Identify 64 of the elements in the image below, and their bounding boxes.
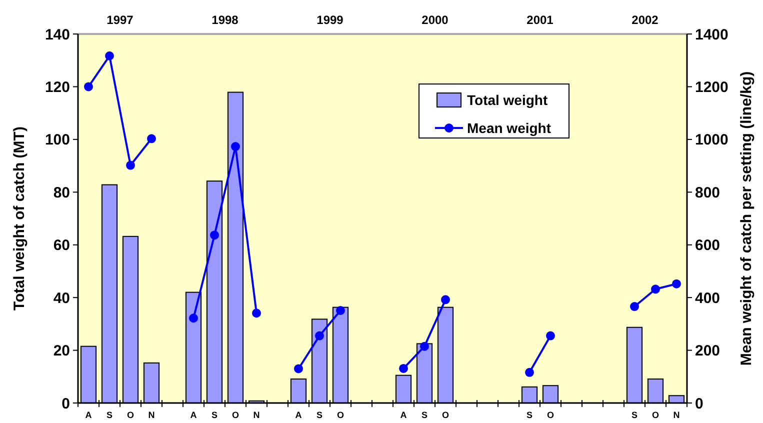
y2-tick-label: 0 [695, 395, 704, 412]
text: 2002 [632, 13, 659, 27]
text: 1999 [316, 13, 344, 27]
point [294, 364, 303, 374]
y2-tick-label: 1000 [695, 132, 728, 149]
x-tick-label: O [126, 410, 134, 420]
text: 1998 [212, 13, 239, 27]
x-tick-label: S [526, 410, 533, 420]
point [210, 230, 219, 240]
y-tick-label: 120 [44, 78, 70, 96]
y-tick-label: 20 [53, 342, 70, 360]
point [441, 295, 450, 304]
x-tick-label: A [295, 410, 302, 420]
x-tick-label: S [631, 410, 638, 420]
y-tick-label: 0 [62, 395, 70, 412]
point [399, 364, 408, 373]
legend-label: Mean weight [467, 120, 552, 136]
legend-label: Total weight [467, 92, 548, 108]
x-tick-label: A [190, 410, 198, 420]
x-tick-label: S [316, 410, 323, 420]
y-tick-label: 40 [53, 290, 70, 307]
y2-axis-title: Mean weight of catch per setting (line/kg) [738, 71, 755, 366]
x-tick-label: N [148, 410, 155, 420]
x-tick-label: O [336, 410, 344, 420]
x-tick-label: A [400, 410, 408, 420]
x-tick-label: A [85, 410, 92, 420]
point [420, 342, 429, 351]
point [630, 302, 639, 312]
x-tick-label: O [652, 410, 660, 420]
text: 1997 [106, 13, 134, 27]
point [672, 279, 681, 288]
point [336, 306, 345, 315]
y2-tick-label: 600 [695, 237, 720, 254]
y-tick-label: 80 [53, 184, 70, 202]
y2-tick-label: 1400 [695, 26, 728, 44]
x-tick-label: O [546, 410, 554, 420]
y-axis-title: Total weight of catch (MT) [11, 126, 28, 310]
x-tick-label: N [673, 410, 680, 420]
y2-tick-label: 400 [695, 290, 720, 307]
point [651, 284, 660, 294]
x-tick-label: O [232, 410, 240, 420]
point [231, 142, 240, 152]
x-tick-label: S [211, 410, 218, 420]
point [546, 331, 555, 340]
x-tick-label: S [106, 410, 113, 420]
point [525, 368, 534, 377]
point [252, 308, 261, 318]
y2-tick-label: 200 [695, 342, 720, 360]
point [147, 134, 156, 144]
point [84, 82, 93, 92]
text: 2001 [526, 13, 554, 27]
x-tick-label: S [421, 410, 428, 420]
y-tick-label: 100 [44, 132, 70, 149]
point [315, 331, 324, 340]
y-tick-label: 60 [53, 237, 70, 254]
y-tick-label: 140 [44, 26, 70, 44]
x-tick-label: N [253, 410, 260, 420]
point [126, 160, 135, 170]
y2-tick-label: 1200 [695, 78, 728, 96]
point [189, 314, 198, 323]
x-tick-label: O [442, 410, 450, 420]
text: 2000 [422, 13, 449, 27]
y2-tick-label: 800 [695, 184, 720, 202]
point [105, 51, 114, 60]
